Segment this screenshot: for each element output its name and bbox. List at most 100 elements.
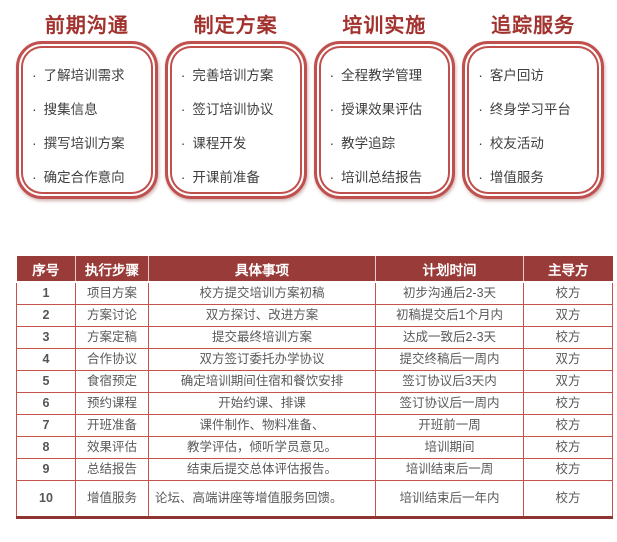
table-header-row: 序号 执行步骤 具体事项 计划时间 主导方 xyxy=(16,256,613,283)
phase-item-label: 全程教学管理 xyxy=(341,68,423,83)
phase-box: · 客户回访 · 终身学习平台 · 校友活动 · 增值服务 xyxy=(462,41,604,199)
cell-step: 项目方案 xyxy=(75,281,149,305)
cell-lead: 双方 xyxy=(523,369,613,393)
phase-item: · 增值服务 xyxy=(478,166,595,186)
phase-title: 培训实施 xyxy=(342,15,427,37)
phase-item-label: 签订培训协议 xyxy=(192,102,274,117)
cell-lead: 双方 xyxy=(523,347,613,371)
schedule-table: 序号 执行步骤 具体事项 计划时间 主导方 1 项目方案 校方提交培训方案初稿 … xyxy=(16,256,613,519)
bullet-icon: · xyxy=(329,169,335,185)
phase-item-label: 开课前准备 xyxy=(192,170,260,185)
cell-step: 效果评估 xyxy=(75,435,149,459)
phase-item-label: 校友活动 xyxy=(489,136,544,151)
phase-item: · 教学追踪 xyxy=(330,132,447,152)
cell-time: 达成一致后2-3天 xyxy=(375,325,524,349)
cell-no: 5 xyxy=(16,369,76,393)
cell-detail: 确定培训期间住宿和餐饮安排 xyxy=(148,369,376,393)
phase-item: · 确定合作意向 xyxy=(32,166,149,186)
bullet-icon: · xyxy=(180,101,186,117)
table-row: 7 开班准备 课件制作、物料准备、 开班前一周 校方 xyxy=(16,413,613,437)
phase-item-label: 教学追踪 xyxy=(341,136,396,151)
cell-no: 6 xyxy=(16,391,76,415)
cell-detail: 课件制作、物料准备、 xyxy=(148,413,376,437)
bullet-icon: · xyxy=(32,169,37,185)
phase-training-implementation: 培训实施 · 全程教学管理 · 授课效果评估 · 教学追踪 · 培训总结报告 xyxy=(313,13,456,199)
cell-time: 签订协议后一周内 xyxy=(375,391,524,415)
phase-item: · 课程开发 xyxy=(181,132,298,152)
table-row: 4 合作协议 双方签订委托办学协议 提交终稿后一周内 双方 xyxy=(16,347,613,371)
bullet-icon: · xyxy=(478,101,483,117)
cell-detail: 论坛、高端讲座等增值服务回馈。 xyxy=(148,479,376,518)
phase-item-label: 培训总结报告 xyxy=(341,170,423,185)
phase-item-label: 终身学习平台 xyxy=(489,102,571,117)
cell-no: 8 xyxy=(16,435,76,459)
bullet-icon: · xyxy=(478,169,483,185)
phase-box: · 全程教学管理 · 授课效果评估 · 教学追踪 · 培训总结报告 xyxy=(313,41,456,199)
phase-item: · 培训总结报告 xyxy=(330,166,447,186)
bullet-icon: · xyxy=(329,67,335,83)
phase-item-label: 搜集信息 xyxy=(43,102,98,117)
cell-step: 增值服务 xyxy=(75,479,149,518)
cell-step: 总结报告 xyxy=(75,457,149,481)
phase-item: · 签订培训协议 xyxy=(181,98,298,118)
cell-step: 方案讨论 xyxy=(75,303,149,327)
phase-box: · 了解培训需求 · 搜集信息 · 撰写培训方案 · 确定合作意向 xyxy=(16,41,158,199)
cell-lead: 校方 xyxy=(523,325,613,349)
cell-no: 7 xyxy=(16,413,76,437)
cell-step: 预约课程 xyxy=(75,391,149,415)
cell-time: 初步沟通后2-3天 xyxy=(375,281,524,305)
phase-item: · 全程教学管理 xyxy=(330,64,447,84)
cell-step: 合作协议 xyxy=(75,347,149,371)
bullet-icon: · xyxy=(180,135,186,151)
cell-lead: 校方 xyxy=(523,413,613,437)
phase-early-communication: 前期沟通 · 了解培训需求 · 搜集信息 · 撰写培训方案 · 确定合作意向 xyxy=(16,13,158,199)
bullet-icon: · xyxy=(32,135,37,151)
phase-item-label: 课程开发 xyxy=(192,136,247,151)
cell-lead: 校方 xyxy=(523,479,613,518)
table-row: 10 增值服务 论坛、高端讲座等增值服务回馈。 培训结束后一年内 校方 xyxy=(16,479,613,518)
cell-no: 4 xyxy=(16,347,76,371)
cell-detail: 提交最终培训方案 xyxy=(148,325,376,349)
table-row: 3 方案定稿 提交最终培训方案 达成一致后2-3天 校方 xyxy=(16,325,613,349)
cell-detail: 双方签订委托办学协议 xyxy=(148,347,376,371)
cell-time: 培训期间 xyxy=(375,435,524,459)
phase-item: · 校友活动 xyxy=(478,132,595,152)
cell-detail: 开始约课、排课 xyxy=(148,391,376,415)
phase-item-label: 授课效果评估 xyxy=(341,102,423,117)
phase-item-label: 完善培训方案 xyxy=(192,68,274,83)
cell-time: 开班前一周 xyxy=(375,413,524,437)
phase-item: · 开课前准备 xyxy=(181,166,298,186)
cell-detail: 结束后提交总体评估报告。 xyxy=(148,457,376,481)
phase-flow: 前期沟通 · 了解培训需求 · 搜集信息 · 撰写培训方案 · 确定合作意向 制定方案 … xyxy=(16,13,604,199)
phase-item: · 终身学习平台 xyxy=(478,98,595,118)
cell-detail: 教学评估，倾听学员意见。 xyxy=(148,435,376,459)
bullet-icon: · xyxy=(478,67,483,83)
cell-time: 提交终稿后一周内 xyxy=(375,347,524,371)
cell-time: 初稿提交后1个月内 xyxy=(375,303,524,327)
phase-plan-making: 制定方案 · 完善培训方案 · 签订培训协议 · 课程开发 · 开课前准备 xyxy=(164,13,307,199)
phase-item-label: 确定合作意向 xyxy=(43,170,125,185)
header-lead: 主导方 xyxy=(523,256,613,283)
cell-lead: 校方 xyxy=(523,391,613,415)
cell-detail: 校方提交培训方案初稿 xyxy=(148,281,376,305)
cell-lead: 校方 xyxy=(523,457,613,481)
table-row: 9 总结报告 结束后提交总体评估报告。 培训结束后一周 校方 xyxy=(16,457,613,481)
bullet-icon: · xyxy=(180,67,186,83)
header-detail: 具体事项 xyxy=(148,256,376,283)
table-row: 5 食宿预定 确定培训期间住宿和餐饮安排 签订协议后3天内 双方 xyxy=(16,369,613,393)
cell-no: 9 xyxy=(16,457,76,481)
phase-item: · 客户回访 xyxy=(478,64,595,84)
bullet-icon: · xyxy=(329,135,335,151)
cell-step: 方案定稿 xyxy=(75,325,149,349)
header-step: 执行步骤 xyxy=(75,256,149,283)
cell-no: 2 xyxy=(16,303,76,327)
phase-item: · 完善培训方案 xyxy=(181,64,298,84)
phase-item: · 了解培训需求 xyxy=(32,64,149,84)
phase-item-label: 了解培训需求 xyxy=(43,68,125,83)
phase-item-label: 客户回访 xyxy=(489,68,544,83)
cell-step: 开班准备 xyxy=(75,413,149,437)
phase-item: · 搜集信息 xyxy=(32,98,149,118)
cell-no: 3 xyxy=(16,325,76,349)
cell-time: 培训结束后一周 xyxy=(375,457,524,481)
bullet-icon: · xyxy=(180,169,186,185)
